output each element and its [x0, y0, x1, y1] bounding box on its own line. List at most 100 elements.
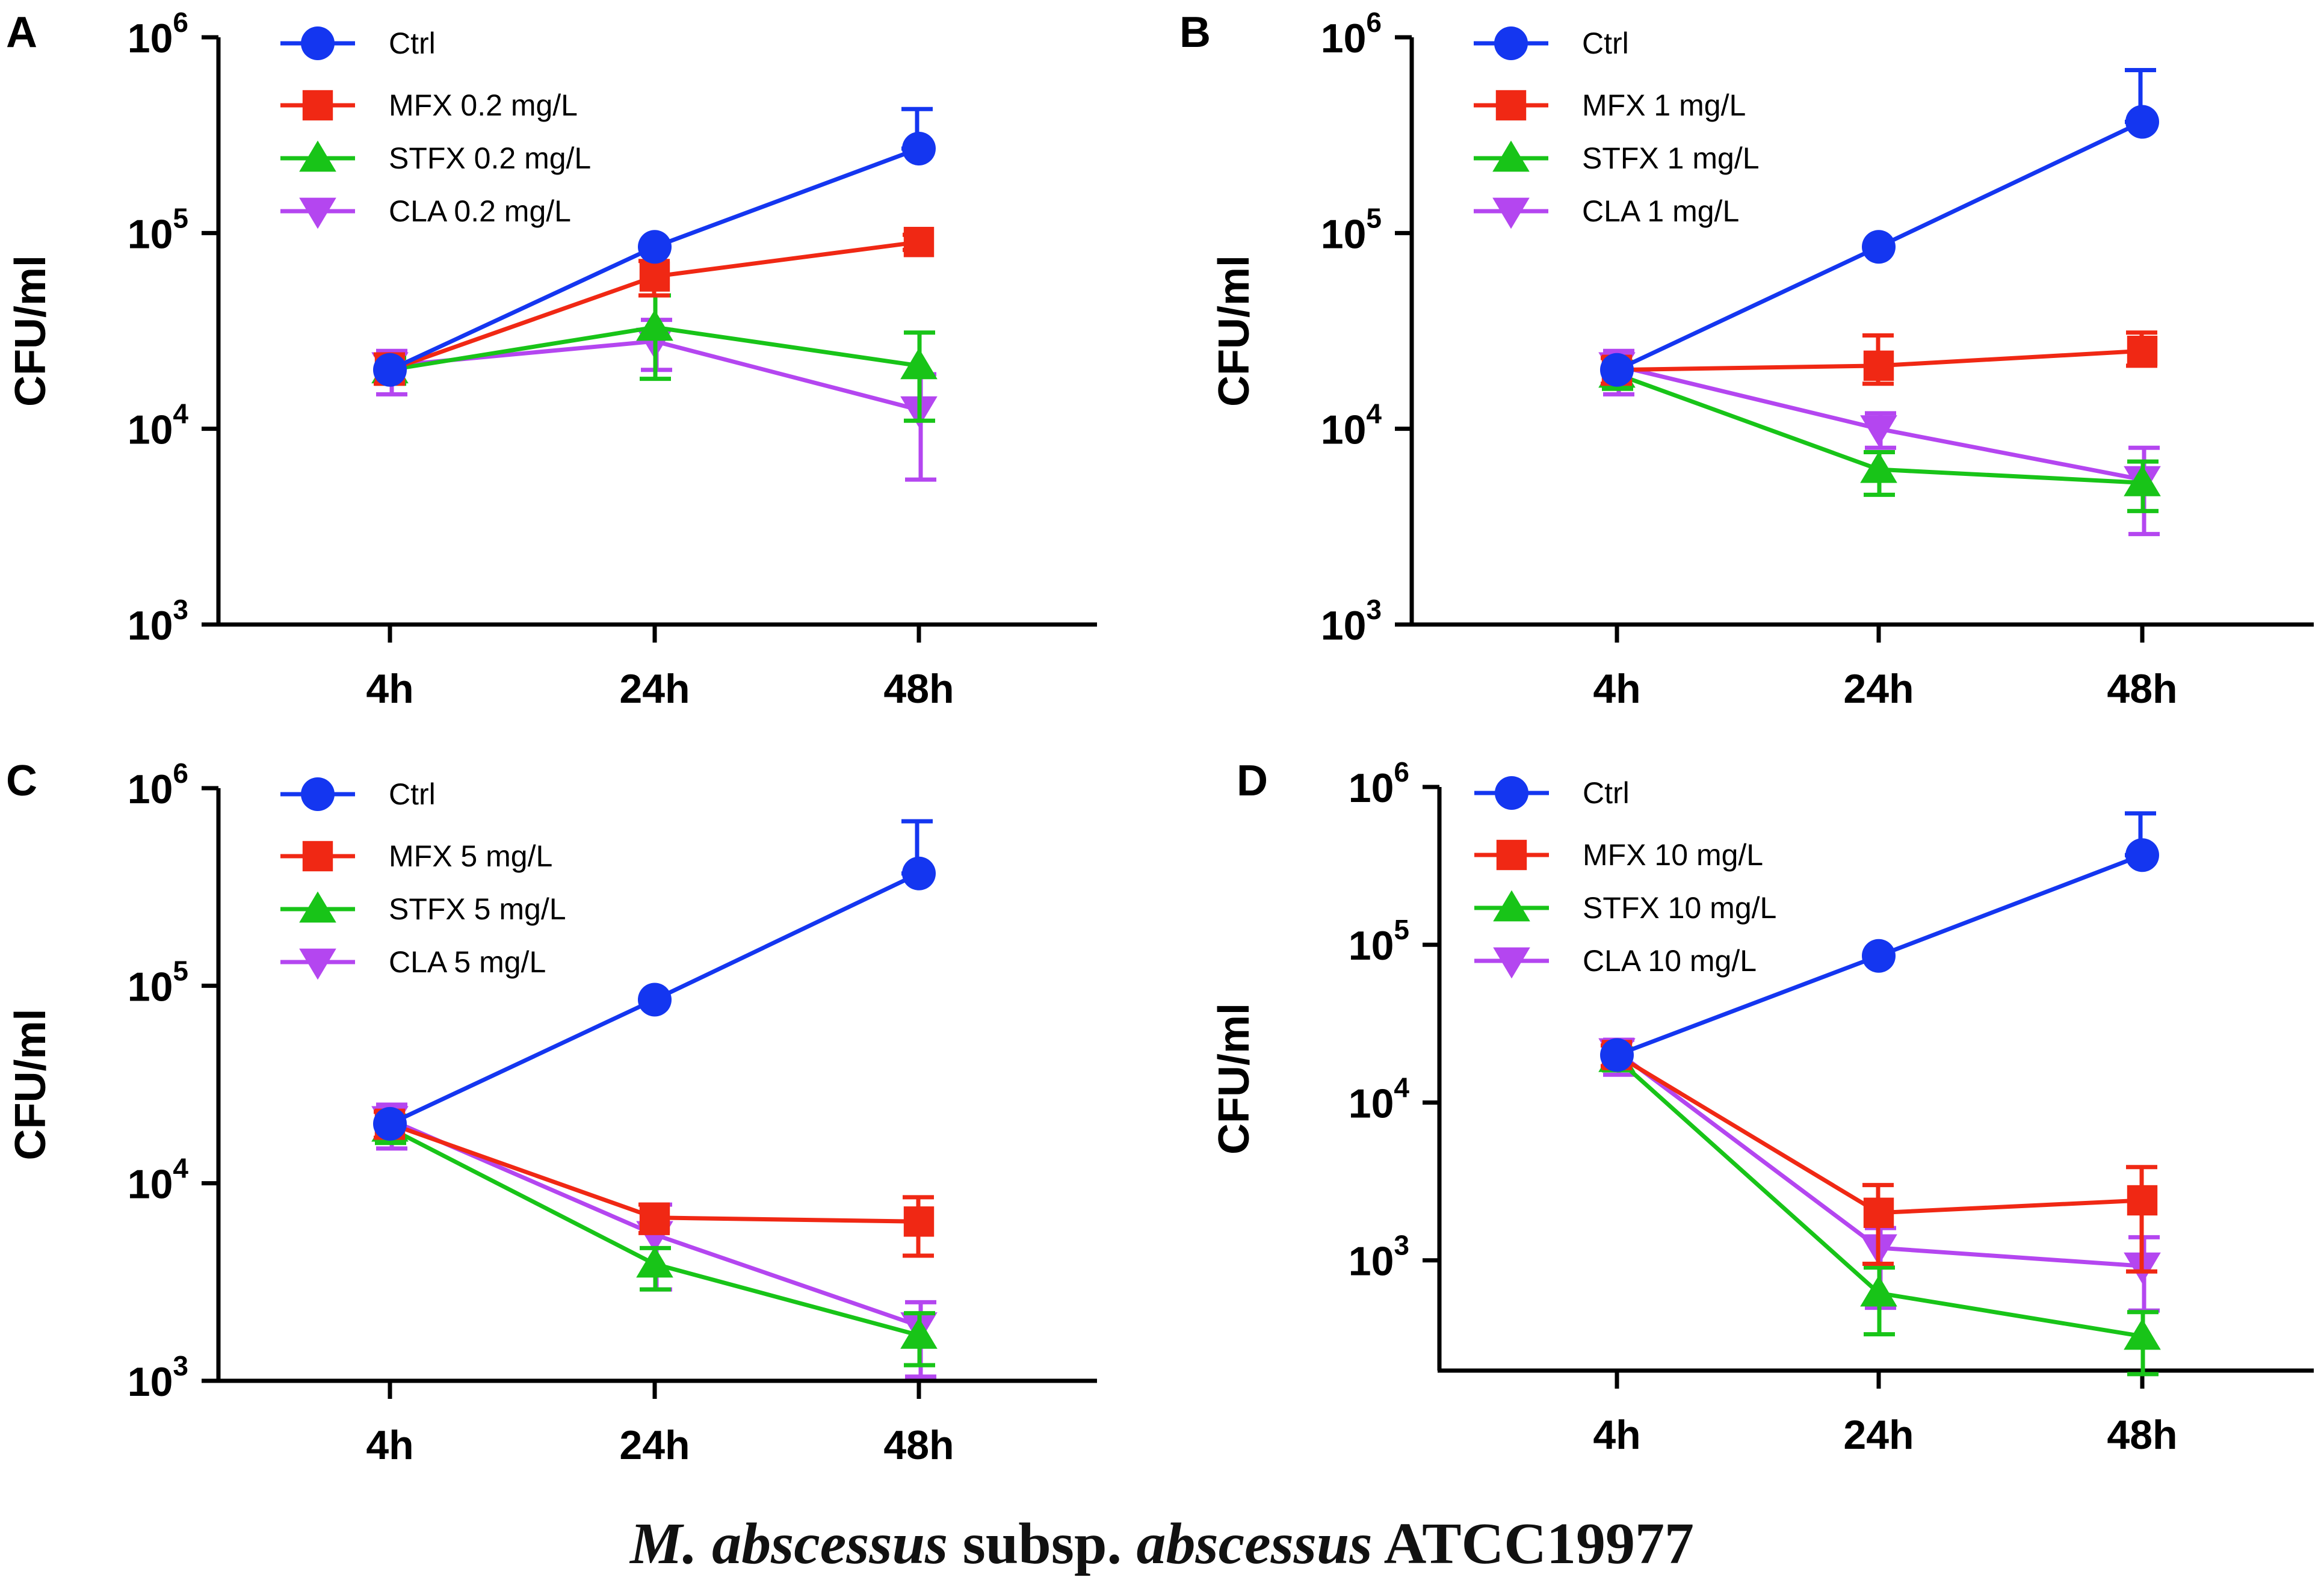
data-point — [1862, 939, 1896, 973]
legend: Ctrl MFX 0.2 mg/L STFX 0.2 mg/L CLA 0.2 mg/… — [280, 26, 591, 229]
data-point — [2127, 336, 2158, 366]
legend-label: CLA 0.2 mg/L — [389, 194, 571, 228]
data-point — [903, 1206, 935, 1237]
panel-letter: B — [1179, 8, 1211, 57]
legend: Ctrl MFX 5 mg/L STFX 5 mg/L CLA 5 mg/L — [280, 777, 566, 980]
y-axis-label: CFU/ml — [1210, 255, 1258, 407]
legend-label: STFX 0.2 mg/L — [389, 141, 591, 175]
series-mfx — [1601, 1040, 2158, 1274]
y-tick-label: 103 — [1321, 594, 1382, 649]
y-tick-label: 105 — [128, 202, 188, 257]
y-axis-label: CFU/ml — [7, 255, 55, 407]
legend-label: MFX 0.2 mg/L — [389, 88, 578, 122]
y-tick-label: 104 — [128, 398, 189, 453]
series-ctrl — [1600, 811, 2159, 1072]
legend-marker — [1492, 140, 1530, 172]
data-point — [1860, 451, 1897, 483]
legend-label: STFX 5 mg/L — [389, 892, 566, 926]
data-point — [638, 230, 672, 264]
data-point — [902, 856, 936, 890]
legend-marker — [1493, 890, 1530, 922]
legend-marker — [299, 948, 336, 980]
legend-label: Ctrl — [389, 777, 436, 811]
data-point — [900, 1317, 938, 1349]
caption-species: M. abscessus — [629, 1511, 948, 1576]
legend-marker — [301, 26, 335, 60]
legend-label: Ctrl — [1582, 26, 1629, 60]
data-point — [373, 353, 407, 387]
legend-label: CLA 5 mg/L — [389, 945, 546, 979]
series-mfx — [374, 1108, 935, 1258]
figure-caption: M. abscessus subsp. abscessus ATCC19977 — [0, 1510, 2324, 1578]
data-point — [900, 348, 938, 380]
data-point — [2127, 1185, 2158, 1216]
data-point — [639, 1202, 670, 1233]
series-ctrl — [373, 819, 936, 1141]
y-axis-label: CFU/ml — [7, 1009, 55, 1161]
y-tick-label: 104 — [128, 1153, 189, 1208]
data-point — [639, 261, 670, 292]
x-tick-label: 4h — [1593, 1412, 1640, 1458]
legend-label: MFX 5 mg/L — [389, 839, 552, 873]
y-tick-label: 106 — [1349, 756, 1409, 811]
legend-marker — [1492, 197, 1530, 229]
x-tick-label: 48h — [883, 1422, 954, 1468]
legend-marker — [1495, 776, 1528, 810]
x-tick-label: 4h — [1593, 666, 1640, 712]
y-axis-label: CFU/ml — [1210, 1003, 1258, 1155]
y-tick-label: 104 — [1321, 398, 1382, 453]
data-point — [1600, 353, 1634, 387]
legend-marker — [299, 891, 336, 923]
data-point — [1863, 350, 1894, 381]
legend-marker — [299, 140, 336, 172]
y-tick-label: 103 — [128, 1350, 188, 1405]
data-point — [2125, 838, 2159, 872]
data-point — [1860, 415, 1897, 447]
legend-label: STFX 10 mg/L — [1583, 891, 1776, 925]
y-tick-label: 104 — [1349, 1072, 1410, 1126]
x-tick-label: 24h — [619, 666, 690, 712]
legend-label: Ctrl — [1583, 776, 1630, 810]
x-tick-label: 48h — [883, 666, 954, 712]
x-tick-label: 48h — [2107, 1412, 2177, 1458]
y-tick-label: 103 — [1349, 1230, 1409, 1285]
data-point — [636, 309, 673, 341]
panel-a: A 103 104 105 106 4h 24h 48h CFU/ml Ctrl MFX 0.2 m… — [6, 7, 1097, 712]
panel-c: C 103 104 105 106 4h 24h 48h CFU/ml Ctrl MFX 5 mg/… — [6, 757, 1097, 1468]
panel-b: B 103 104 105 106 4h 24h 48h CFU/ml Ctrl MFX 1 mg/… — [1179, 7, 2314, 712]
legend-marker — [1493, 947, 1530, 979]
legend-label: CLA 1 mg/L — [1582, 194, 1739, 228]
data-point — [1860, 1275, 1897, 1307]
data-point — [903, 227, 935, 258]
data-point — [1863, 1197, 1894, 1228]
y-tick-label: 106 — [128, 757, 188, 812]
y-tick-label: 103 — [128, 594, 188, 649]
legend-label: Ctrl — [389, 26, 436, 60]
y-tick-label: 106 — [1321, 7, 1382, 61]
y-tick-label: 106 — [128, 7, 188, 61]
x-tick-label: 24h — [1843, 666, 1914, 712]
legend-marker — [299, 197, 336, 229]
legend-marker — [301, 777, 335, 811]
legend: Ctrl MFX 10 mg/L STFX 10 mg/L CLA 10 mg/L — [1474, 776, 1776, 979]
panel-letter: D — [1237, 757, 1268, 805]
caption-strain: ATCC19977 — [1383, 1511, 1695, 1576]
data-point — [2125, 105, 2159, 139]
legend-label: CLA 10 mg/L — [1583, 944, 1757, 978]
data-point — [2124, 1318, 2161, 1350]
data-point — [1862, 230, 1896, 264]
legend-marker — [1494, 26, 1528, 60]
data-point — [638, 983, 672, 1017]
x-tick-label: 48h — [2107, 666, 2177, 712]
data-point — [636, 1246, 673, 1278]
data-point — [373, 1106, 407, 1141]
panel-d: D 103 104 105 106 4h 24h 48h CFU/ml Ctrl MFX 10 mg… — [1210, 756, 2314, 1458]
panel-letter: A — [6, 8, 37, 57]
legend-marker — [1496, 839, 1527, 871]
legend-marker — [302, 90, 333, 121]
legend-label: STFX 1 mg/L — [1582, 141, 1760, 175]
data-point — [2124, 464, 2161, 496]
panel-letter: C — [6, 757, 37, 805]
legend-label: MFX 10 mg/L — [1583, 838, 1763, 872]
